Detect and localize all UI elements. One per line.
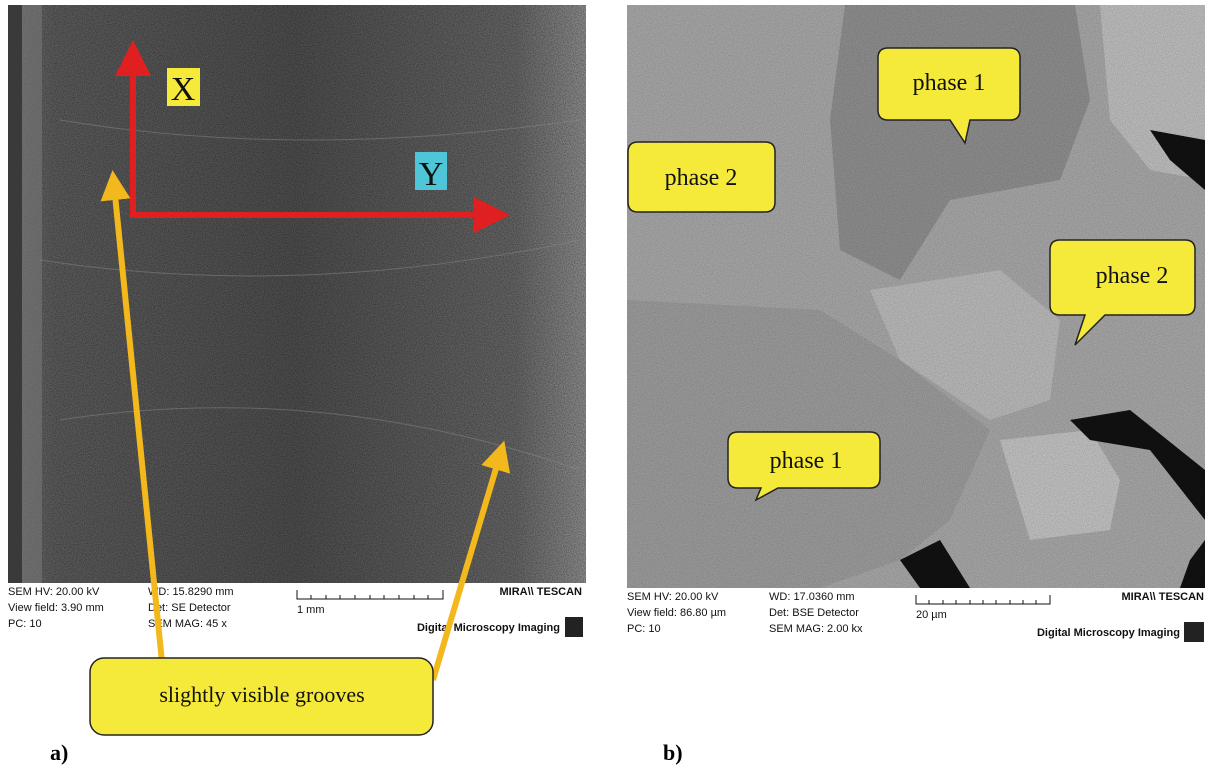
info-text: PC: 10 [8,618,42,630]
image-edge [8,5,22,583]
info-text: View field: 3.90 mm [8,602,104,614]
info-text: SEM MAG: 2.00 kx [769,623,863,635]
x-label: X [171,71,196,108]
info-text: View field: 86.80 µm [627,607,726,619]
info-text: WD: 17.0360 mm [769,591,855,603]
figure: SEM HV: 20.00 kV View field: 3.90 mm PC:… [0,0,1208,769]
logo [565,617,583,637]
info-text: Det: BSE Detector [769,607,859,619]
info-text: PC: 10 [627,623,661,635]
panel-label: a) [50,740,68,765]
panel-b: SEM HV: 20.00 kV View field: 86.80 µm PC… [627,5,1205,765]
bubble-text: phase 1 [770,448,843,474]
callout-text: slightly visible grooves [159,682,364,707]
info-text: WD: 15.8290 mm [148,586,234,598]
bubble-text: phase 1 [913,70,986,96]
scale-label: 20 µm [916,609,947,621]
imaging-text: Digital Microscopy Imaging [417,622,560,634]
image-edge [22,5,42,583]
scale-label: 1 mm [297,604,325,616]
info-text: SEM HV: 20.00 kV [627,591,719,603]
brand: MIRA\\ TESCAN [1122,591,1205,603]
imaging-text: Digital Microscopy Imaging [1037,627,1180,639]
brand: MIRA\\ TESCAN [500,586,583,598]
info-text: SEM HV: 20.00 kV [8,586,100,598]
bubble-text: phase 2 [665,165,738,191]
bubble-text: phase 2 [1096,263,1169,289]
info-text: Det: SE Detector [148,602,231,614]
logo [1184,622,1204,642]
image-texture [8,5,586,583]
y-label: Y [419,156,444,193]
panel-label: b) [663,740,683,765]
panel-a: SEM HV: 20.00 kV View field: 3.90 mm PC:… [8,5,586,765]
